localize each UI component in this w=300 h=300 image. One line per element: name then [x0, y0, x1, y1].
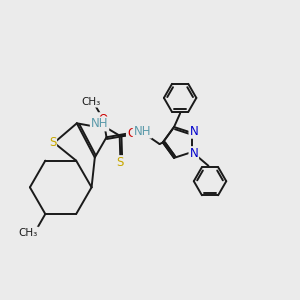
Text: CH₃: CH₃ — [19, 227, 38, 238]
Text: N: N — [189, 147, 198, 160]
Text: NH: NH — [134, 124, 151, 138]
Text: CH₃: CH₃ — [82, 97, 101, 107]
Text: O: O — [99, 113, 108, 126]
Text: S: S — [49, 136, 56, 149]
Text: N: N — [189, 125, 198, 138]
Text: NH: NH — [91, 117, 108, 130]
Text: S: S — [117, 156, 124, 169]
Text: O: O — [127, 127, 136, 140]
